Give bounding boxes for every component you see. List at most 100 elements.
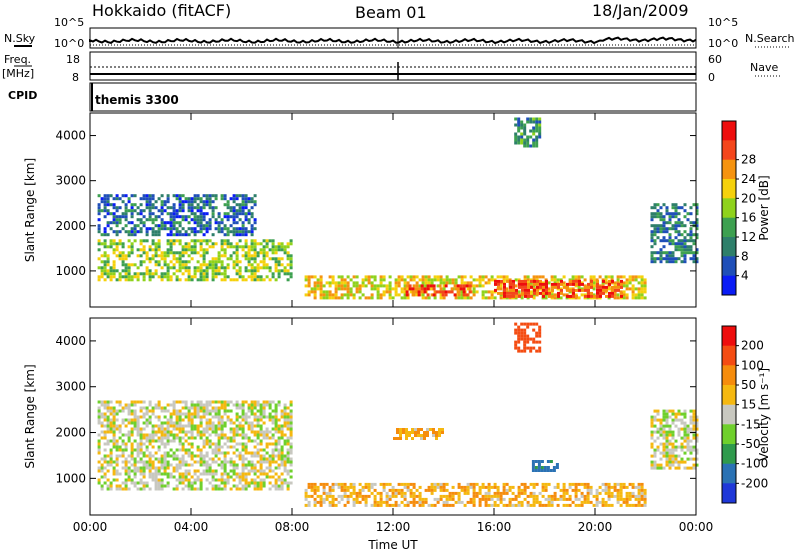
power-cell — [429, 284, 433, 288]
velocity-cell — [184, 412, 188, 416]
velocity-cell — [223, 409, 227, 413]
power-cell — [208, 266, 212, 270]
power-cell — [148, 194, 152, 198]
velocity-cell — [364, 497, 368, 501]
power-cell — [622, 293, 626, 297]
velocity-cell — [226, 400, 230, 404]
nsky-tick-bottom: 10^0 — [54, 37, 85, 50]
velocity-cell — [472, 488, 476, 492]
power-cell — [178, 233, 182, 237]
velocity-cell — [283, 454, 287, 458]
velocity-cell — [175, 478, 179, 482]
velocity-cell — [433, 497, 437, 501]
velocity-cell — [262, 454, 266, 458]
power-cell — [283, 272, 287, 276]
power-cell — [208, 197, 212, 201]
velocity-cell — [574, 494, 578, 498]
power-cell — [462, 284, 466, 288]
power-cell — [337, 281, 341, 285]
velocity-cell — [157, 472, 161, 476]
velocity-cell — [283, 439, 287, 443]
power-cell — [124, 266, 128, 270]
power-cell — [115, 248, 119, 252]
power-cell — [656, 203, 660, 207]
power-cell — [196, 269, 200, 273]
velocity-cell — [460, 488, 464, 492]
velocity-cell — [406, 500, 410, 504]
power-cell — [412, 284, 416, 288]
power-cell — [127, 209, 131, 213]
velocity-colorbar-tick-label: -15 — [741, 417, 761, 431]
velocity-cell — [157, 400, 161, 404]
velocity-cell — [643, 497, 647, 501]
velocity-cell — [142, 487, 146, 491]
velocity-cell — [289, 409, 293, 413]
velocity-cell — [364, 500, 368, 504]
velocity-cell — [124, 487, 128, 491]
power-cell — [247, 269, 251, 273]
velocity-cell — [686, 433, 690, 437]
velocity-cell — [541, 503, 545, 507]
velocity-cell — [178, 472, 182, 476]
velocity-cell — [199, 448, 203, 452]
power-cell — [643, 278, 647, 282]
velocity-cell — [677, 460, 681, 464]
velocity-cell — [695, 439, 699, 443]
velocity-cell — [625, 485, 629, 489]
power-cell — [181, 233, 185, 237]
velocity-cell — [689, 448, 693, 452]
power-cell — [193, 272, 197, 276]
velocity-cell — [352, 500, 356, 504]
velocity-cell — [115, 445, 119, 449]
velocity-cell — [187, 478, 191, 482]
velocity-cell — [268, 469, 272, 473]
power-cell — [133, 203, 137, 207]
power-cell — [277, 275, 281, 279]
velocity-cell — [432, 431, 435, 434]
power-cell — [148, 275, 152, 279]
velocity-cell — [118, 427, 122, 431]
power-cell — [683, 203, 687, 207]
power-cell — [166, 242, 170, 246]
power-cell — [232, 260, 236, 264]
velocity-cell — [637, 494, 641, 498]
power-cell — [677, 212, 681, 216]
power-cell — [463, 281, 467, 285]
power-cell — [133, 272, 137, 276]
power-cell — [512, 285, 515, 289]
power-cell — [405, 293, 409, 297]
power-cell — [181, 251, 185, 255]
velocity-cell — [580, 503, 584, 507]
velocity-cell — [601, 500, 605, 504]
power-cell — [220, 230, 224, 234]
velocity-cell — [546, 469, 550, 472]
power-cell — [671, 251, 675, 255]
velocity-cell — [115, 424, 119, 428]
power-cell — [193, 200, 197, 204]
power-cell — [145, 257, 149, 261]
power-cell — [352, 281, 356, 285]
power-cell — [530, 294, 533, 298]
velocity-cell — [280, 409, 284, 413]
power-cell — [408, 284, 412, 288]
velocity-cell — [205, 454, 209, 458]
velocity-cell — [274, 409, 278, 413]
nsky-label: N.Sky — [4, 32, 36, 45]
velocity-cell — [199, 433, 203, 437]
velocity-cell — [352, 503, 356, 507]
velocity-cell — [214, 427, 218, 431]
velocity-cell — [232, 472, 236, 476]
velocity-cell — [106, 463, 110, 467]
power-cell — [662, 230, 666, 234]
power-cell — [487, 278, 491, 282]
power-cell — [166, 275, 170, 279]
power-cell — [608, 279, 611, 283]
velocity-cell — [202, 409, 206, 413]
velocity-cell — [226, 403, 230, 407]
power-cell — [523, 123, 527, 127]
velocity-cell — [262, 400, 266, 404]
power-cell — [520, 296, 524, 300]
velocity-cell — [668, 463, 672, 467]
velocity-cell — [595, 491, 599, 495]
power-cell — [244, 230, 248, 234]
